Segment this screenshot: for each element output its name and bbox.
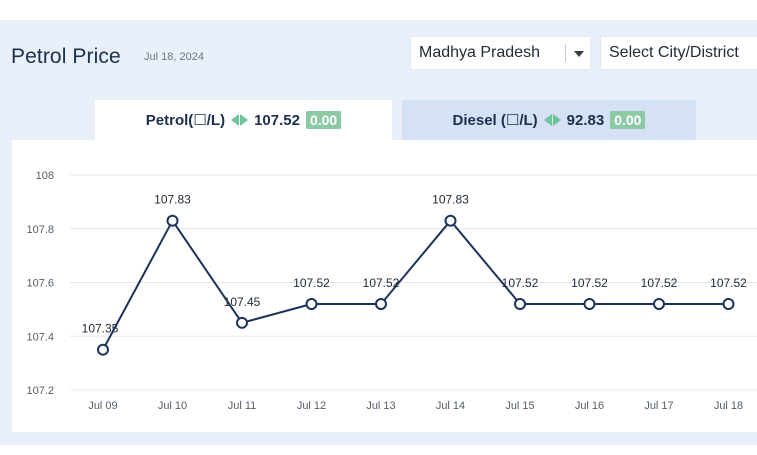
data-point <box>653 298 665 310</box>
price-change-arrows-icon <box>543 114 561 126</box>
x-tick-label: Jul 11 <box>228 400 257 412</box>
x-tick-label: Jul 12 <box>297 400 326 412</box>
x-tick-label: Jul 10 <box>158 400 187 412</box>
state-select-value: Madhya Pradesh <box>419 44 540 61</box>
diesel-change-badge: 0.00 <box>610 111 646 129</box>
data-label: 107.52 <box>293 276 330 290</box>
petrol-price-chart: 107.2 107.4 107.6 107.8 108 Jul 09 Jul 10 Jul 1… <box>26 170 757 412</box>
data-label: 107.52 <box>571 276 608 290</box>
select-divider <box>565 44 566 62</box>
x-tick-label: Jul 15 <box>505 400 534 412</box>
x-tick-label: Jul 14 <box>436 400 465 412</box>
data-point <box>514 298 526 310</box>
y-tick-label: 107.6 <box>26 278 54 290</box>
data-label: 107.52 <box>502 276 539 290</box>
x-tick-label: Jul 09 <box>88 400 117 412</box>
data-label: 107.52 <box>363 276 400 290</box>
data-point <box>444 214 457 227</box>
data-point <box>97 343 109 356</box>
y-tick-label: 107.2 <box>26 385 54 397</box>
series-line <box>102 219 729 351</box>
x-tick-label: Jul 18 <box>714 400 743 412</box>
data-point <box>583 298 596 310</box>
city-select-value: Select City/District <box>609 44 739 61</box>
data-point <box>375 298 387 310</box>
chart-card: 107.2 107.4 107.6 107.8 108 Jul 09 Jul 10 Jul 1… <box>12 140 757 432</box>
city-select[interactable]: Select City/District <box>600 36 757 70</box>
data-point <box>236 316 248 329</box>
y-tick-label: 107.4 <box>26 331 54 343</box>
y-tick-label: 108 <box>36 170 54 182</box>
y-tick-label: 107.8 <box>26 224 54 236</box>
data-label: 107.35 <box>82 322 119 336</box>
x-tick-label: Jul 16 <box>575 400 604 412</box>
data-label: 107.83 <box>432 193 469 207</box>
data-point <box>722 298 735 310</box>
diesel-price: 92.83 <box>566 111 605 129</box>
data-label: 107.52 <box>710 276 747 290</box>
chevron-down-icon[interactable] <box>574 51 584 57</box>
x-tick-label: Jul 17 <box>644 400 673 412</box>
tab-diesel[interactable]: Diesel (☐/L) 92.83 0.00 <box>402 100 696 140</box>
petrol-price: 107.52 <box>254 111 300 129</box>
price-change-arrows-icon <box>231 114 249 126</box>
data-point <box>166 214 179 227</box>
tab-petrol[interactable]: Petrol(☐/L) 107.52 0.00 <box>95 100 392 140</box>
data-label: 107.52 <box>641 276 678 290</box>
page-title: Petrol Price <box>11 45 121 68</box>
petrol-change-badge: 0.00 <box>305 111 342 129</box>
x-tick-label: Jul 13 <box>366 400 395 412</box>
state-select[interactable]: Madhya Pradesh <box>410 36 591 70</box>
data-label: 107.45 <box>224 295 261 309</box>
petrol-tab-label: Petrol(☐/L) <box>145 112 226 129</box>
page-date: Jul 18, 2024 <box>144 51 204 63</box>
diesel-tab-label: Diesel (☐/L) <box>452 112 538 129</box>
data-point <box>305 298 318 310</box>
data-label: 107.83 <box>154 193 191 207</box>
